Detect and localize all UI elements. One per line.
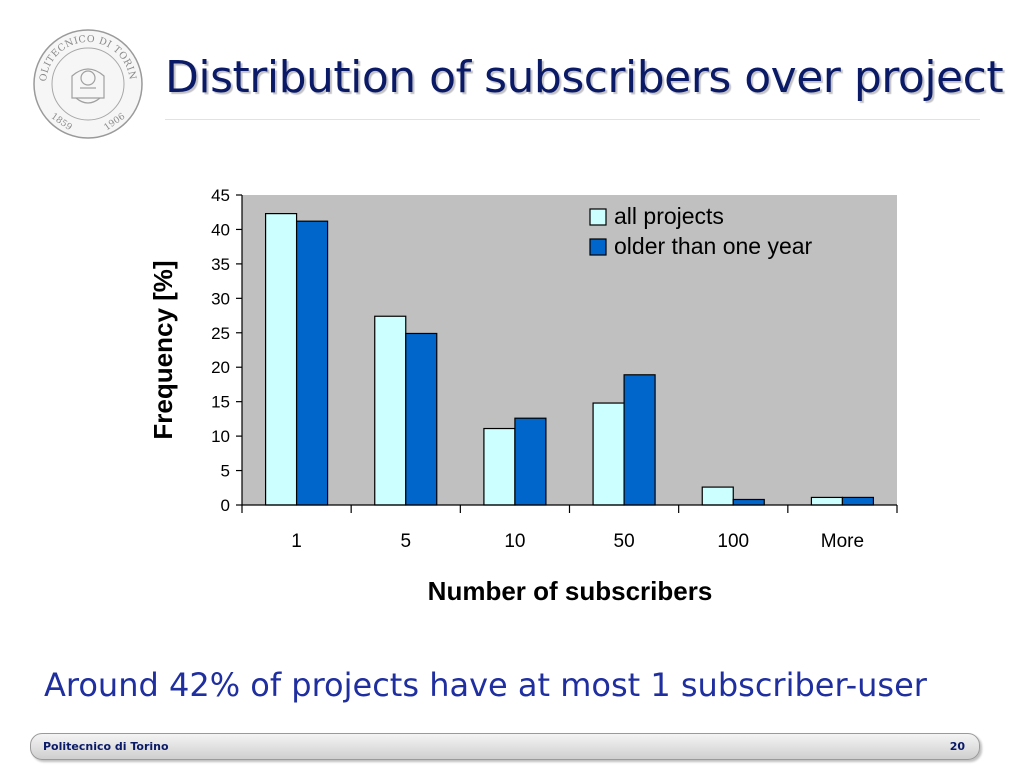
slide-caption: Around 42% of projects have at most 1 su… (44, 666, 927, 704)
bar-all-projects-100 (701, 486, 734, 506)
x-tick-label: 5 (400, 531, 411, 552)
bar-all-projects-5 (374, 315, 407, 506)
x-tick-label: 50 (614, 531, 635, 552)
seal-emblem (71, 68, 105, 104)
y-tick-label: 45 (211, 186, 230, 205)
y-tick-label: 35 (211, 255, 230, 274)
legend-label-all-projects: all projects (614, 203, 724, 229)
x-tick-label: More (821, 531, 864, 552)
y-tick-label: 25 (211, 324, 230, 343)
title-divider (165, 119, 980, 120)
bar-older-than-one-year-more (841, 496, 875, 506)
footer-bar: Politecnico di Torino 20 (30, 733, 980, 760)
y-axis-label: Frequency [%] (148, 260, 178, 439)
y-tick-label: 10 (211, 427, 230, 446)
x-axis-label: Number of subscribers (428, 576, 713, 606)
legend-label-older-than-one-year: older than one year (614, 233, 813, 259)
bar-older-than-one-year-50 (623, 374, 656, 506)
bar-all-projects-1 (264, 212, 298, 506)
bar-older-than-one-year-1 (295, 220, 329, 506)
x-tick-label: 1 (291, 531, 302, 552)
y-tick-label: 20 (211, 358, 230, 377)
y-tick-label: 30 (211, 289, 230, 308)
bar-all-projects-10 (483, 427, 516, 506)
plot-area (242, 195, 897, 505)
legend-swatch-older-than-one-year (589, 238, 607, 256)
bar-older-than-one-year-10 (514, 417, 547, 506)
x-tick-label: 100 (717, 531, 749, 552)
y-tick-label: 40 (211, 220, 230, 239)
y-tick-label: 0 (221, 496, 230, 515)
footer-institution: Politecnico di Torino (43, 740, 169, 753)
politecnico-seal-logo: POLITECNICO DI TORINO 1859 1906 (32, 28, 143, 139)
y-tick-label: 15 (211, 393, 230, 412)
bar-all-projects-more (810, 496, 844, 506)
legend-swatch-all-projects (589, 208, 607, 226)
y-tick-label: 5 (221, 462, 230, 481)
bar-older-than-one-year-5 (405, 332, 438, 506)
x-tick-label: 10 (504, 531, 525, 552)
bar-all-projects-50 (592, 402, 625, 506)
page-number: 20 (949, 740, 965, 753)
bar-older-than-one-year-100 (732, 498, 765, 506)
slide-title: Distribution of subscribers over project (165, 52, 1004, 103)
